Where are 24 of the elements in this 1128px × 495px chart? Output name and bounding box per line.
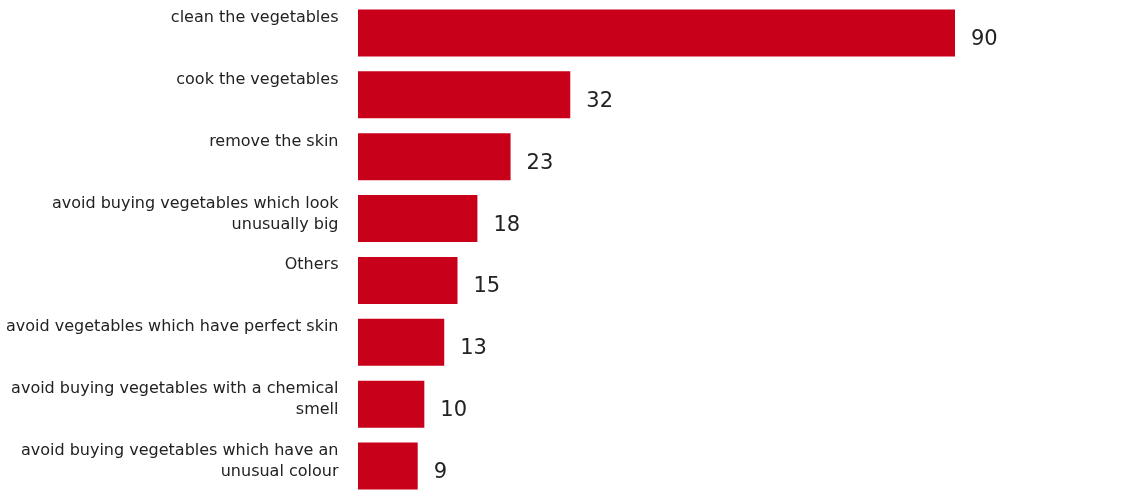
y-tick-label: remove the skin [209, 130, 339, 150]
bar [358, 380, 425, 428]
y-tick-label: avoid buying vegetables which look unusually big [51, 192, 340, 233]
bar [358, 133, 511, 181]
bar [358, 318, 445, 366]
bar [358, 9, 955, 57]
bar [358, 442, 418, 490]
bar [358, 195, 478, 243]
data-label: 23 [526, 149, 554, 174]
data-label: 13 [460, 335, 487, 360]
y-tick-label: avoid vegetables which have perfect skin [6, 316, 339, 336]
y-tick-label: Others [284, 254, 339, 274]
bar [358, 256, 458, 304]
data-label: 10 [440, 397, 468, 422]
data-label: 15 [473, 273, 501, 298]
y-tick-label: clean the vegetables [170, 6, 339, 26]
y-tick-label: avoid buying vegetables with a chemical smell [11, 378, 339, 419]
data-label: 9 [433, 459, 448, 484]
data-label: 90 [971, 25, 998, 50]
data-label: 32 [586, 87, 613, 112]
y-tick-label: avoid buying vegetables which have an unusual colour [20, 440, 339, 481]
y-tick-label: cook the vegetables [176, 68, 339, 88]
data-label: 18 [493, 211, 521, 236]
bar [358, 71, 571, 119]
